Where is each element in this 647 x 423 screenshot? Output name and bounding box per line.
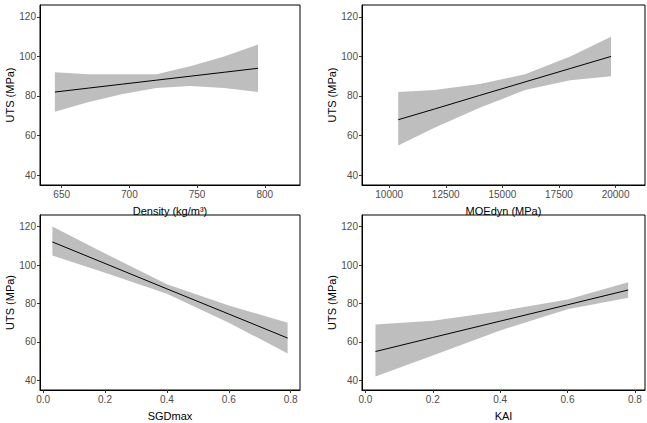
svg-text:120: 120: [19, 11, 36, 22]
svg-text:40: 40: [347, 170, 359, 181]
svg-text:120: 120: [19, 221, 36, 232]
svg-text:UTS (MPa): UTS (MPa): [326, 68, 338, 123]
svg-text:0.6: 0.6: [222, 394, 236, 405]
svg-text:100: 100: [19, 51, 36, 62]
svg-text:80: 80: [347, 90, 359, 101]
svg-text:750: 750: [189, 189, 206, 200]
svg-text:Density (kg/m³): Density (kg/m³): [133, 205, 208, 217]
svg-text:700: 700: [121, 189, 138, 200]
svg-text:0.8: 0.8: [284, 394, 298, 405]
svg-text:0.4: 0.4: [493, 394, 507, 405]
svg-text:80: 80: [25, 90, 37, 101]
svg-text:40: 40: [25, 375, 37, 386]
svg-text:0.2: 0.2: [426, 394, 440, 405]
svg-text:0.4: 0.4: [160, 394, 174, 405]
svg-text:UTS (MPa): UTS (MPa): [4, 68, 16, 123]
svg-text:UTS (MPa): UTS (MPa): [326, 275, 338, 330]
svg-text:SGDmax: SGDmax: [148, 410, 193, 422]
svg-text:0.2: 0.2: [98, 394, 112, 405]
svg-text:60: 60: [25, 336, 37, 347]
svg-text:10000: 10000: [375, 189, 403, 200]
svg-text:100: 100: [341, 260, 358, 271]
svg-text:0.0: 0.0: [36, 394, 50, 405]
svg-text:120: 120: [341, 11, 358, 22]
svg-text:20000: 20000: [602, 189, 630, 200]
svg-text:80: 80: [347, 298, 359, 309]
svg-text:120: 120: [341, 221, 358, 232]
svg-text:60: 60: [347, 336, 359, 347]
svg-text:100: 100: [341, 51, 358, 62]
svg-text:650: 650: [53, 189, 70, 200]
svg-text:15000: 15000: [488, 189, 516, 200]
svg-text:40: 40: [25, 170, 37, 181]
svg-text:17500: 17500: [545, 189, 573, 200]
svg-text:12500: 12500: [432, 189, 460, 200]
svg-text:MOEdyn (MPa): MOEdyn (MPa): [466, 205, 542, 217]
svg-text:100: 100: [19, 260, 36, 271]
svg-text:800: 800: [256, 189, 273, 200]
svg-text:0.8: 0.8: [628, 394, 642, 405]
svg-text:KAI: KAI: [495, 410, 513, 422]
svg-text:40: 40: [347, 375, 359, 386]
svg-text:60: 60: [347, 130, 359, 141]
svg-text:0.0: 0.0: [358, 394, 372, 405]
svg-text:80: 80: [25, 298, 37, 309]
svg-text:60: 60: [25, 130, 37, 141]
svg-text:0.6: 0.6: [561, 394, 575, 405]
svg-text:UTS (MPa): UTS (MPa): [4, 275, 16, 330]
